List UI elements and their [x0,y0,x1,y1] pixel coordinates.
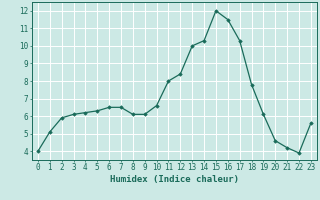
X-axis label: Humidex (Indice chaleur): Humidex (Indice chaleur) [110,175,239,184]
